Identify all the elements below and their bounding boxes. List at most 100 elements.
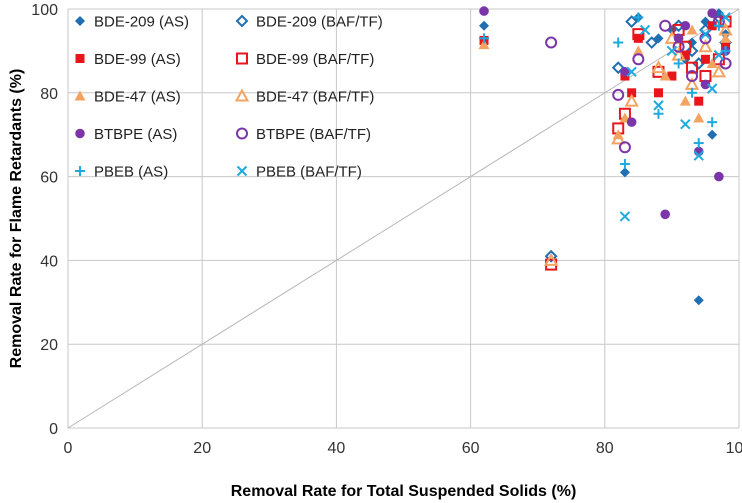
data-point bbox=[687, 87, 698, 98]
legend-label: BDE-47 (BAF/TF) bbox=[256, 89, 374, 106]
legend-marker bbox=[75, 166, 85, 176]
legend-item: BDE-99 (AS) bbox=[75, 51, 181, 68]
y-tick-label: 80 bbox=[40, 86, 58, 103]
data-point bbox=[713, 20, 724, 31]
data-point bbox=[612, 88, 625, 101]
legend-label: BTBPE (AS) bbox=[94, 126, 177, 143]
data-point bbox=[714, 171, 724, 182]
data-point bbox=[679, 40, 692, 53]
data-point bbox=[685, 44, 699, 58]
x-tick-label: 0 bbox=[64, 440, 73, 457]
legend-marker bbox=[75, 54, 85, 63]
legend: BDE-209 (AS) BDE-209 (BAF/TF) BDE-99 (AS) B… bbox=[74, 14, 383, 181]
data-point bbox=[651, 60, 666, 74]
data-point bbox=[718, 22, 733, 36]
data-point bbox=[686, 70, 699, 83]
x-tick-label: 20 bbox=[193, 440, 211, 457]
data-point bbox=[619, 167, 630, 178]
data-point bbox=[632, 28, 645, 41]
data-point bbox=[679, 95, 691, 106]
data-point bbox=[625, 15, 639, 28]
data-point bbox=[611, 131, 626, 145]
y-tick-label: 40 bbox=[40, 253, 58, 270]
data-point bbox=[613, 37, 624, 48]
data-point bbox=[673, 58, 684, 69]
data-point bbox=[707, 117, 718, 128]
legend-item: BDE-47 (AS) bbox=[74, 89, 181, 106]
data-point bbox=[706, 83, 718, 94]
legend-label: PBEB (BAF/TF) bbox=[256, 164, 362, 181]
data-point bbox=[626, 66, 637, 78]
data-point bbox=[611, 61, 625, 75]
y-tick-label: 60 bbox=[40, 170, 58, 187]
gridlines bbox=[67, 8, 740, 429]
data-point bbox=[543, 252, 559, 266]
legend-marker bbox=[235, 14, 249, 28]
legend-label: BDE-99 (AS) bbox=[94, 51, 181, 68]
data-point bbox=[686, 24, 698, 35]
x-tick-label: 60 bbox=[462, 440, 480, 457]
data-point bbox=[633, 12, 644, 23]
x-tick-label: 100 bbox=[726, 440, 742, 457]
legend-label: BDE-209 (BAF/TF) bbox=[256, 14, 383, 31]
data-point bbox=[626, 117, 637, 127]
x-tick-label: 40 bbox=[328, 440, 346, 457]
data-point bbox=[719, 57, 732, 70]
data-point bbox=[700, 79, 711, 90]
data-point bbox=[713, 49, 725, 61]
data-point bbox=[673, 33, 684, 44]
legend-item: BTBPE (AS) bbox=[75, 126, 177, 143]
legend-label: BDE-47 (AS) bbox=[94, 89, 181, 106]
data-points bbox=[478, 6, 733, 306]
legend-marker bbox=[75, 16, 85, 26]
legend-label: PBEB (AS) bbox=[94, 164, 168, 181]
data-point bbox=[478, 39, 490, 50]
data-point bbox=[620, 67, 630, 77]
data-point bbox=[632, 53, 645, 66]
x-axis-title: Removal Rate for Total Suspended Solids … bbox=[231, 483, 577, 500]
legend-label: BDE-99 (BAF/TF) bbox=[256, 51, 374, 68]
data-point bbox=[659, 19, 672, 32]
data-point bbox=[645, 36, 659, 49]
y-axis-title: Removal Rate for Flame Retardants (%) bbox=[8, 69, 25, 369]
data-point bbox=[672, 40, 685, 53]
legend-marker bbox=[236, 165, 248, 177]
data-point bbox=[619, 211, 631, 222]
data-point bbox=[624, 93, 639, 107]
data-point bbox=[698, 39, 713, 53]
legend-marker bbox=[74, 90, 86, 101]
data-point bbox=[618, 141, 631, 154]
data-point bbox=[660, 209, 670, 220]
y-tick-label: 0 bbox=[49, 421, 58, 438]
data-point bbox=[619, 159, 630, 170]
data-point bbox=[707, 21, 717, 31]
data-point bbox=[707, 8, 717, 18]
legend-item: BDE-209 (BAF/TF) bbox=[235, 14, 383, 31]
data-point bbox=[700, 28, 711, 40]
data-point bbox=[680, 20, 691, 31]
data-point bbox=[720, 12, 731, 23]
data-point bbox=[700, 54, 710, 64]
x-tick-label: 80 bbox=[596, 440, 614, 457]
data-point bbox=[545, 36, 558, 49]
legend-label: BTBPE (BAF/TF) bbox=[256, 126, 371, 143]
data-point bbox=[632, 45, 644, 56]
data-point bbox=[693, 112, 705, 123]
legend-item: BTBPE (BAF/TF) bbox=[236, 126, 371, 143]
data-point bbox=[653, 100, 664, 111]
legend-label: BDE-209 (AS) bbox=[94, 14, 189, 31]
legend-marker bbox=[236, 52, 248, 65]
legend-item: BDE-99 (BAF/TF) bbox=[236, 51, 374, 68]
data-point bbox=[479, 20, 490, 31]
data-point bbox=[479, 6, 489, 16]
data-point bbox=[699, 70, 712, 83]
data-point bbox=[686, 61, 699, 74]
data-point bbox=[667, 71, 677, 81]
legend-marker bbox=[75, 128, 85, 139]
data-point bbox=[653, 108, 664, 119]
data-point bbox=[639, 24, 651, 36]
data-point bbox=[693, 295, 704, 306]
data-point bbox=[706, 57, 718, 68]
data-point bbox=[666, 45, 678, 57]
